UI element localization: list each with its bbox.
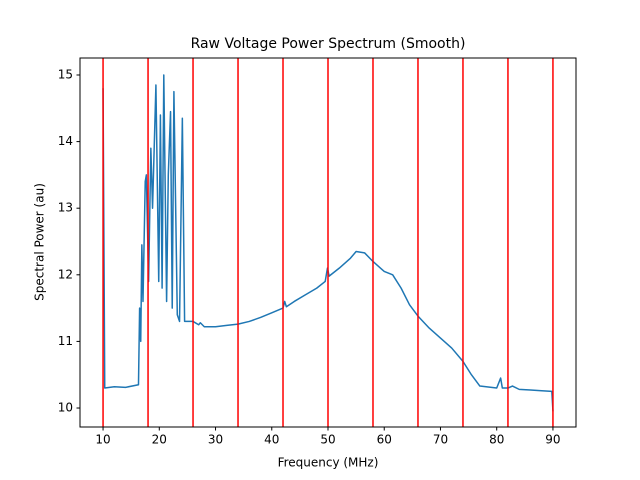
y-tick-label: 15 <box>58 67 73 81</box>
x-tick-label: 40 <box>264 433 279 447</box>
x-tick-label: 60 <box>377 433 392 447</box>
y-tick-label: 11 <box>58 334 73 348</box>
x-tick-label: 20 <box>152 433 167 447</box>
x-tick-label: 90 <box>545 433 560 447</box>
x-axis-label: Frequency (MHz) <box>278 456 379 470</box>
y-tick-label: 13 <box>58 201 73 215</box>
y-tick-label: 10 <box>58 401 73 415</box>
x-tick-label: 30 <box>208 433 223 447</box>
x-tick-label: 50 <box>320 433 335 447</box>
chart-title: Raw Voltage Power Spectrum (Smooth) <box>191 36 466 52</box>
y-tick-label: 12 <box>58 267 73 281</box>
plot-frame <box>79 57 577 428</box>
x-tick-label: 70 <box>433 433 448 447</box>
x-tick-label: 80 <box>489 433 504 447</box>
x-tick-label: 10 <box>95 433 110 447</box>
y-axis-label: Spectral Power (au) <box>33 183 47 301</box>
y-tick-label: 14 <box>58 134 73 148</box>
